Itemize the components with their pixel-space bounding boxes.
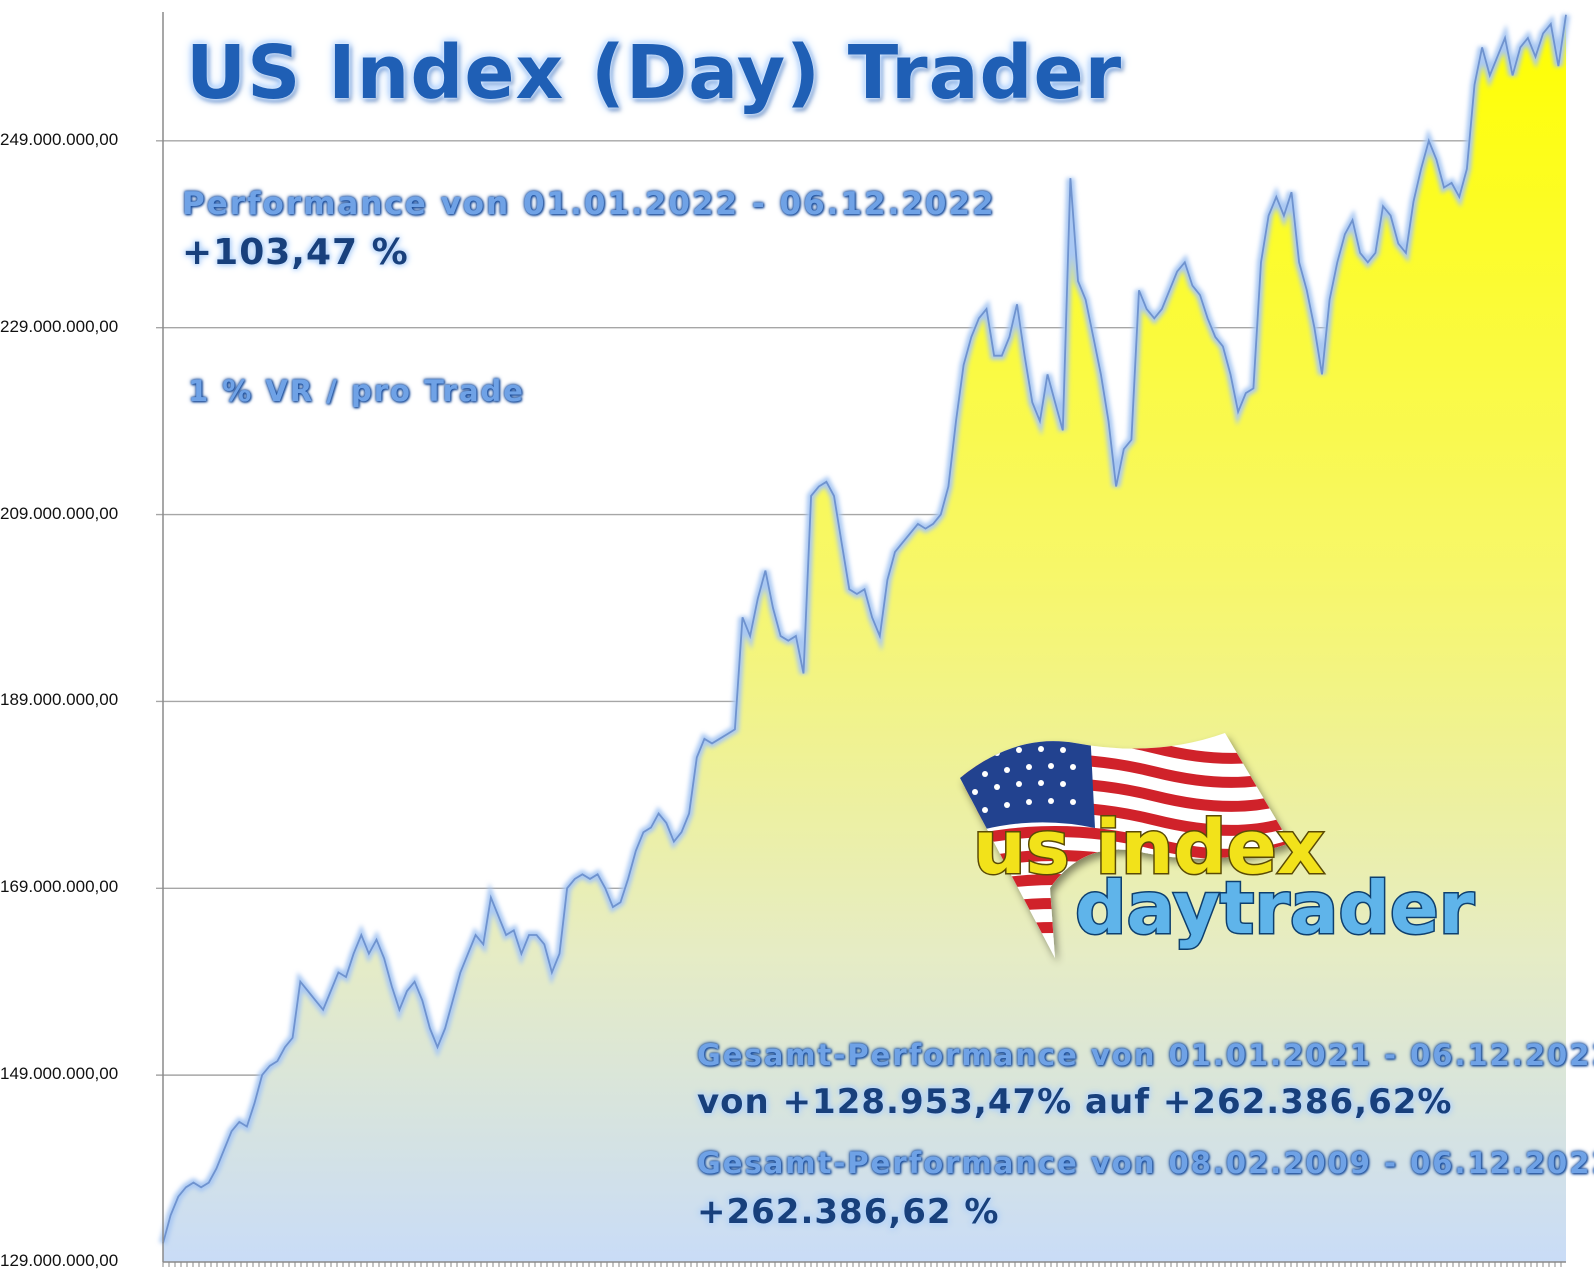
y-tick-label: 249.000.000,00	[0, 129, 119, 149]
total-performance-2021-value: von +128.953,47% auf +262.386,62%	[697, 1082, 1453, 1122]
logo-text-daytrader: daytrader	[1075, 866, 1475, 950]
equity-line	[162, 14, 1567, 1244]
x-axis-ticks	[162, 1262, 1562, 1267]
y-tick-label: 229.000.000,00	[0, 316, 119, 336]
y-tick-label: 209.000.000,00	[0, 503, 119, 523]
y-tick-label: 169.000.000,00	[0, 877, 119, 897]
total-performance-2009-label: Gesamt-Performance von 08.02.2009 - 06.1…	[697, 1146, 1594, 1180]
risk-per-trade-label: 1 % VR / pro Trade	[188, 374, 525, 408]
y-tick-label: 149.000.000,00	[0, 1064, 119, 1084]
equity-area	[163, 14, 1566, 1263]
chart-title: US Index (Day) Trader	[186, 30, 1123, 116]
us-index-daytrader-logo: us index daytrader	[960, 733, 1476, 958]
y-tick-label: 189.000.000,00	[0, 690, 119, 710]
y-tick-label: 129.000.000,00	[0, 1251, 119, 1270]
total-performance-2009-value: +262.386,62 %	[697, 1192, 1000, 1232]
logo-text-us-index: us index	[973, 805, 1324, 891]
performance-value: +103,47 %	[182, 232, 409, 273]
performance-period-label: Performance von 01.01.2022 - 06.12.2022	[182, 186, 996, 222]
total-performance-2021-label: Gesamt-Performance von 01.01.2021 - 06.1…	[697, 1038, 1594, 1072]
